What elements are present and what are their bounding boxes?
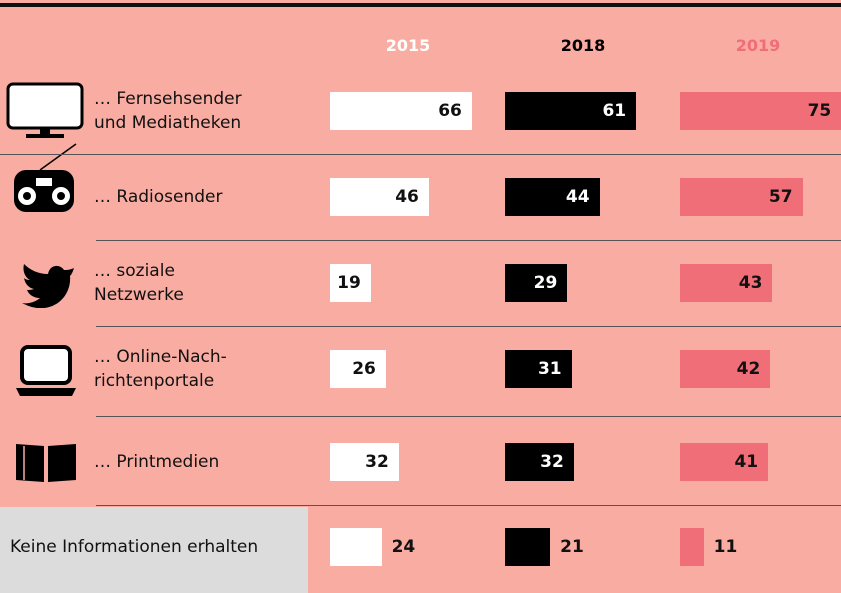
- book-icon: [16, 444, 76, 482]
- bar: [330, 264, 371, 302]
- value-label: 61: [602, 101, 627, 121]
- value-label: 32: [365, 452, 389, 472]
- category-label: … soziale Netzwerke: [94, 261, 184, 305]
- value-label: 43: [738, 273, 763, 293]
- bar: [505, 350, 572, 388]
- value-label: 29: [533, 273, 558, 293]
- bar: [330, 178, 429, 216]
- value-label: 31: [537, 359, 562, 379]
- value-label: 42: [736, 359, 761, 379]
- value-label: 41: [734, 452, 759, 472]
- value-label: 75: [807, 101, 832, 121]
- value-label: 21: [560, 537, 584, 557]
- bar: [505, 443, 574, 481]
- row-separator: [96, 326, 841, 327]
- bar: [505, 528, 551, 566]
- category-label: Keine Informationen erhalten: [10, 537, 259, 557]
- bar: [680, 92, 841, 130]
- row-separator: [96, 240, 841, 241]
- value-label: 44: [565, 187, 590, 207]
- value-label: 11: [713, 537, 738, 557]
- bar: [505, 178, 600, 216]
- value-label: 57: [768, 187, 793, 207]
- bar: [680, 443, 769, 481]
- tv-icon: [6, 82, 84, 138]
- value-label: 26: [352, 359, 376, 379]
- value-label: 66: [438, 101, 462, 121]
- row-separator: [96, 415, 841, 417]
- bar: [680, 350, 771, 388]
- top-rule: [0, 3, 841, 7]
- row-separator: [96, 504, 841, 506]
- category-label: … Fernsehsender und Mediatheken: [94, 89, 242, 133]
- bar: [505, 92, 637, 130]
- bar: [330, 92, 472, 130]
- value-label: 32: [540, 452, 564, 472]
- category-label: … Printmedien: [94, 452, 220, 472]
- highlight-box: [0, 507, 308, 593]
- category-label: … Online-Nach- richtenportale: [94, 347, 227, 391]
- value-label: 24: [391, 537, 416, 557]
- laptop-icon: [16, 345, 76, 396]
- category-label: … Radiosender: [94, 187, 223, 207]
- bar: [680, 178, 803, 216]
- column-header: 2018: [560, 36, 606, 55]
- value-label: 46: [395, 187, 419, 207]
- bar: [330, 443, 399, 481]
- bar: [330, 528, 382, 566]
- bar: [680, 264, 773, 302]
- bird-icon: [22, 264, 74, 308]
- value-label: 19: [337, 273, 361, 293]
- bar: [505, 264, 568, 302]
- bar: [330, 350, 386, 388]
- row-separator: [0, 154, 841, 155]
- radio-icon: [14, 143, 77, 212]
- column-header: 2015: [385, 36, 431, 55]
- column-header: 2019: [735, 36, 781, 55]
- bar: [680, 528, 704, 566]
